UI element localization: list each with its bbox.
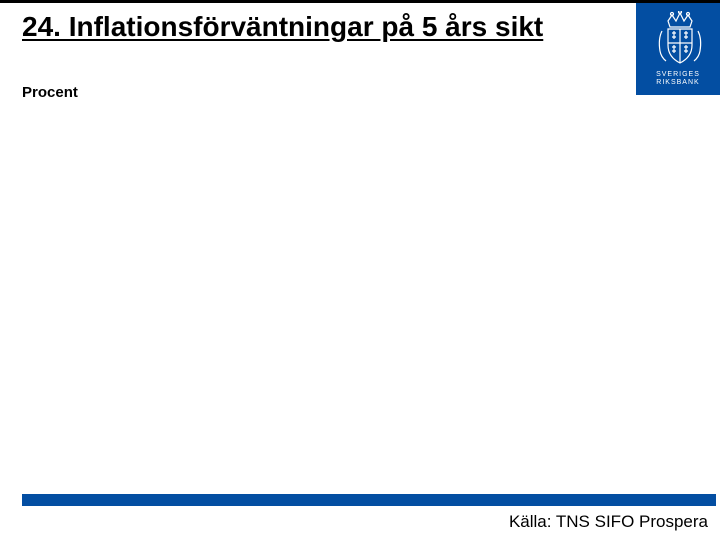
source-label: Källa: TNS SIFO Prospera <box>509 512 708 532</box>
logo-text: SVERIGES RIKSBANK <box>656 71 700 88</box>
slide-subtitle: Procent <box>22 84 78 101</box>
bottom-accent-bar <box>22 494 716 506</box>
riksbank-logo: SVERIGES RIKSBANK <box>636 3 720 95</box>
crown-emblem-icon <box>648 11 708 67</box>
slide: 24. Inflationsförväntningar på 5 års sik… <box>0 0 720 540</box>
logo-text-top: SVERIGES <box>656 71 700 78</box>
top-border <box>0 0 720 3</box>
slide-title: 24. Inflationsförväntningar på 5 års sik… <box>22 10 552 44</box>
logo-text-bottom: RIKSBANK <box>656 79 699 86</box>
